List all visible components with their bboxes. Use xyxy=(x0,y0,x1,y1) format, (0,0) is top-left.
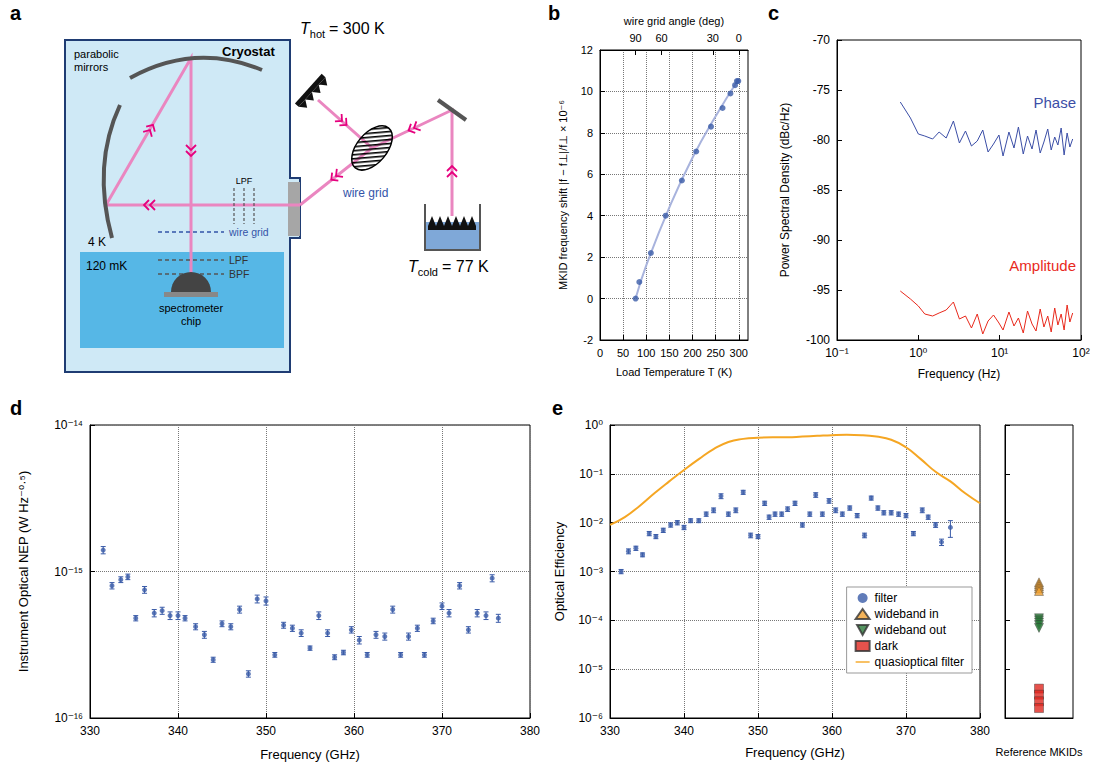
svg-text:quasioptical filter: quasioptical filter xyxy=(875,655,964,669)
svg-text:0: 0 xyxy=(597,347,603,359)
svg-text:wire grid angle (deg): wire grid angle (deg) xyxy=(623,15,724,27)
svg-text:150: 150 xyxy=(660,347,678,359)
svg-text:10⁻³: 10⁻³ xyxy=(579,565,603,579)
svg-text:wideband out: wideband out xyxy=(874,623,947,637)
svg-text:10⁻²: 10⁻² xyxy=(579,516,603,530)
svg-text:LPF: LPF xyxy=(229,254,248,266)
svg-text:4 K: 4 K xyxy=(88,235,106,249)
svg-text:0: 0 xyxy=(736,32,742,44)
svg-text:Frequency (GHz): Frequency (GHz) xyxy=(745,745,845,760)
svg-text:50: 50 xyxy=(617,347,629,359)
svg-text:10⁻¹⁶: 10⁻¹⁶ xyxy=(54,711,83,725)
svg-text:360: 360 xyxy=(822,724,842,738)
html-text:e: e xyxy=(552,397,564,419)
svg-text:Frequency (GHz): Frequency (GHz) xyxy=(260,747,360,762)
svg-text:10⁻⁵: 10⁻⁵ xyxy=(578,662,603,676)
svg-text:mirrors: mirrors xyxy=(74,61,109,73)
svg-text:-100: -100 xyxy=(806,333,830,347)
svg-text:MKID frequency shift |f − f⊥|/: MKID frequency shift |f − f⊥|/f⊥ × 10⁻⁶ xyxy=(557,100,569,290)
svg-text:Thot= 300 K: Thot= 300 K xyxy=(300,20,385,40)
svg-text:-95: -95 xyxy=(813,283,831,297)
svg-text:10⁻⁴: 10⁻⁴ xyxy=(578,613,603,627)
svg-text:filter: filter xyxy=(875,591,898,605)
svg-text:360: 360 xyxy=(344,724,364,738)
svg-text:-80: -80 xyxy=(813,133,831,147)
svg-text:350: 350 xyxy=(256,724,276,738)
svg-text:330: 330 xyxy=(600,724,620,738)
svg-text:-70: -70 xyxy=(813,33,831,47)
html-text:b: b xyxy=(548,2,561,24)
svg-text:Cryostat: Cryostat xyxy=(222,44,275,59)
svg-text:340: 340 xyxy=(168,724,188,738)
svg-text:200: 200 xyxy=(683,347,701,359)
svg-text:Amplitude: Amplitude xyxy=(1009,257,1076,274)
svg-text:chip: chip xyxy=(181,315,201,327)
svg-text:10⁰: 10⁰ xyxy=(909,346,927,360)
svg-text:120 mK: 120 mK xyxy=(86,259,127,273)
svg-text:-2: -2 xyxy=(583,334,593,346)
svg-text:LPF: LPF xyxy=(236,176,253,186)
html-text:d: d xyxy=(10,397,23,419)
svg-text:wire grid: wire grid xyxy=(228,226,269,238)
svg-text:Tcold= 77 K: Tcold= 77 K xyxy=(408,258,489,278)
svg-text:10⁻⁶: 10⁻⁶ xyxy=(578,711,603,725)
svg-text:Power Spectral Density (dBc/Hz: Power Spectral Density (dBc/Hz) xyxy=(778,103,792,278)
svg-text:Instrument Optical NEP (W Hz⁻⁰: Instrument Optical NEP (W Hz⁻⁰·⁵) xyxy=(16,471,31,672)
svg-text:-85: -85 xyxy=(813,183,831,197)
svg-text:BPF: BPF xyxy=(229,268,249,280)
svg-text:10²: 10² xyxy=(1072,346,1089,360)
svg-text:10⁻¹: 10⁻¹ xyxy=(579,467,603,481)
svg-text:dark: dark xyxy=(875,639,899,653)
svg-text:Reference MKIDs: Reference MKIDs xyxy=(996,746,1083,758)
svg-text:380: 380 xyxy=(520,724,540,738)
svg-text:10⁻¹: 10⁻¹ xyxy=(825,346,849,360)
svg-text:4: 4 xyxy=(587,210,593,222)
svg-text:Optical Efficiency: Optical Efficiency xyxy=(552,521,567,621)
svg-text:parabolic: parabolic xyxy=(74,48,119,60)
svg-text:spectrometer: spectrometer xyxy=(159,302,224,314)
svg-text:90: 90 xyxy=(629,32,641,44)
svg-text:10⁻¹⁵: 10⁻¹⁵ xyxy=(54,565,83,579)
html-text:c: c xyxy=(768,2,780,24)
svg-text:-75: -75 xyxy=(813,83,831,97)
svg-text:Frequency (Hz): Frequency (Hz) xyxy=(918,367,1001,381)
svg-text:10¹: 10¹ xyxy=(991,346,1008,360)
svg-text:30: 30 xyxy=(707,32,719,44)
svg-text:2: 2 xyxy=(587,251,593,263)
svg-text:6: 6 xyxy=(587,168,593,180)
svg-text:10⁻¹⁴: 10⁻¹⁴ xyxy=(54,418,83,432)
svg-text:wideband in: wideband in xyxy=(874,607,939,621)
svg-text:100: 100 xyxy=(637,347,655,359)
svg-text:12: 12 xyxy=(581,44,593,56)
svg-text:300: 300 xyxy=(730,347,748,359)
html-text:a: a xyxy=(10,2,22,24)
svg-text:380: 380 xyxy=(970,724,990,738)
svg-text:8: 8 xyxy=(587,127,593,139)
svg-text:wire grid: wire grid xyxy=(342,186,388,200)
svg-text:10⁰: 10⁰ xyxy=(585,418,603,432)
svg-text:370: 370 xyxy=(432,724,452,738)
svg-text:350: 350 xyxy=(748,724,768,738)
svg-text:340: 340 xyxy=(674,724,694,738)
svg-text:Phase: Phase xyxy=(1033,94,1076,111)
svg-text:Load Temperature T (K): Load Temperature T (K) xyxy=(616,366,732,378)
svg-text:10: 10 xyxy=(581,85,593,97)
svg-text:250: 250 xyxy=(706,347,724,359)
svg-text:60: 60 xyxy=(655,32,667,44)
svg-text:330: 330 xyxy=(80,724,100,738)
svg-text:0: 0 xyxy=(587,293,593,305)
svg-text:-90: -90 xyxy=(813,233,831,247)
svg-text:370: 370 xyxy=(896,724,916,738)
